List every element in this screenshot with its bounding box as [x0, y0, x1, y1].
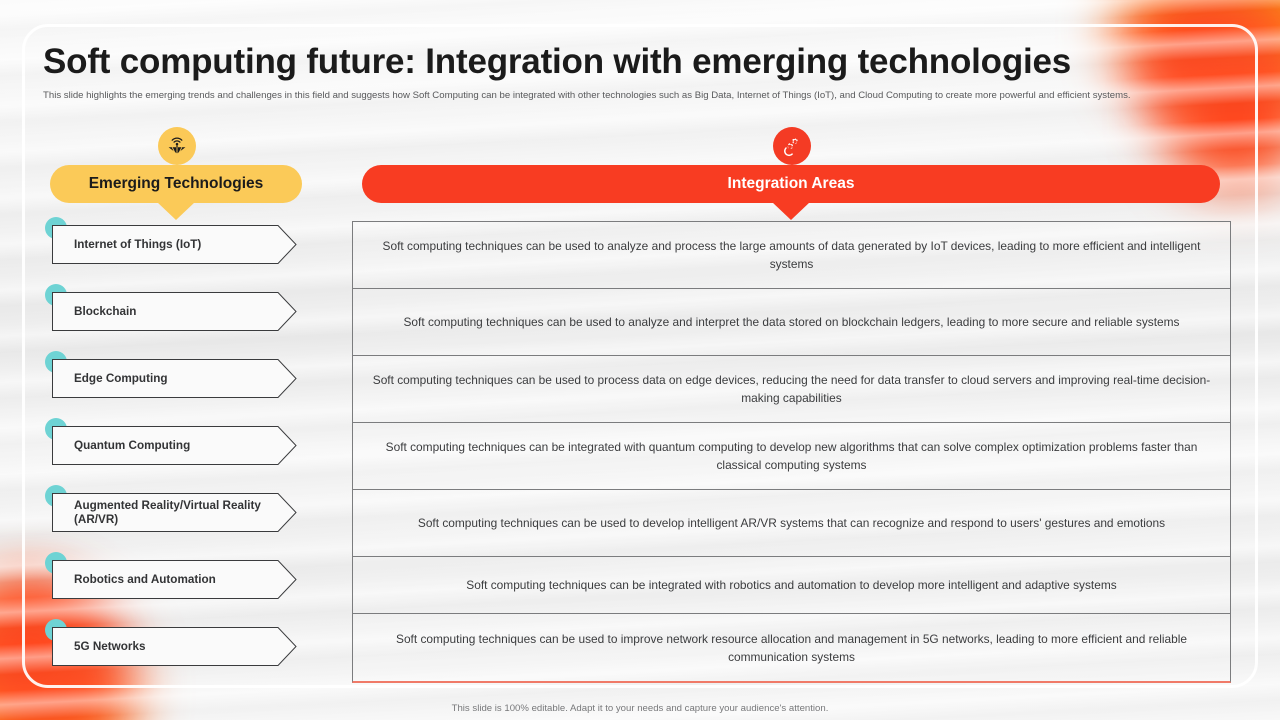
- chevron-shape: [52, 426, 297, 465]
- table-cell-text: Soft computing techniques can be used to…: [382, 239, 1201, 271]
- emerging-technologies-list: Internet of Things (IoT) Blockchain Edge…: [44, 217, 304, 694]
- page-title: Soft computing future: Integration with …: [43, 42, 1072, 81]
- table-row[interactable]: Soft computing techniques can be used to…: [353, 356, 1230, 423]
- list-item-label: 5G Networks: [74, 639, 146, 653]
- list-item-label: Robotics and Automation: [74, 572, 216, 586]
- signal-tower-icon: [158, 127, 196, 165]
- chevron-shape: [52, 493, 297, 532]
- table-cell-text: Soft computing techniques can be integra…: [385, 440, 1198, 472]
- list-item-label: Augmented Reality/Virtual Reality (AR/VR…: [74, 498, 261, 526]
- banner-pointer-right: [772, 202, 810, 220]
- table-row[interactable]: Soft computing techniques can be used to…: [353, 490, 1230, 557]
- integration-areas-header: Integration Areas: [362, 165, 1220, 220]
- list-item-label: Blockchain: [74, 304, 137, 318]
- list-item[interactable]: 5G Networks: [44, 619, 304, 666]
- table-cell-text: Soft computing techniques can be used to…: [396, 631, 1187, 664]
- slide-footer-note: This slide is 100% editable. Adapt it to…: [451, 703, 829, 714]
- page-subtitle: This slide highlights the emerging trend…: [43, 90, 1131, 101]
- table-row[interactable]: Soft computing techniques can be used to…: [353, 222, 1230, 289]
- table-row[interactable]: Soft computing techniques can be integra…: [353, 557, 1230, 614]
- table-row[interactable]: Soft computing techniques can be used to…: [353, 289, 1230, 356]
- table-cell-text: Soft computing techniques can be used to…: [417, 516, 1166, 530]
- list-item[interactable]: Augmented Reality/Virtual Reality (AR/VR…: [44, 485, 304, 532]
- list-item-label: Quantum Computing: [74, 438, 191, 452]
- table-cell-text: Soft computing techniques can be used to…: [372, 373, 1211, 405]
- table-cell-text: Soft computing techniques can be used to…: [403, 315, 1180, 329]
- chevron-shape: [52, 225, 297, 264]
- list-item[interactable]: Edge Computing: [44, 351, 304, 398]
- chevron-shape: [52, 292, 297, 331]
- table-row[interactable]: Soft computing techniques can be integra…: [353, 423, 1230, 490]
- list-item[interactable]: Blockchain: [44, 284, 304, 331]
- emerging-technologies-header: Emerging Technologies: [50, 165, 302, 220]
- integration-areas-header-label: Integration Areas: [727, 175, 855, 192]
- list-item[interactable]: Quantum Computing: [44, 418, 304, 465]
- list-item[interactable]: Robotics and Automation: [44, 552, 304, 599]
- emerging-technologies-header-label: Emerging Technologies: [88, 175, 264, 192]
- integration-areas-table: Soft computing techniques can be used to…: [352, 221, 1231, 683]
- banner-pointer-left: [157, 202, 195, 220]
- chevron-shape: [52, 359, 297, 398]
- list-item-label: Edge Computing: [74, 371, 168, 385]
- list-item[interactable]: Internet of Things (IoT): [44, 217, 304, 264]
- table-cell-text: Soft computing techniques can be integra…: [466, 578, 1117, 592]
- table-row[interactable]: Soft computing techniques can be used to…: [353, 614, 1230, 681]
- list-item-label: Internet of Things (IoT): [74, 237, 202, 251]
- gears-icon: [773, 127, 811, 165]
